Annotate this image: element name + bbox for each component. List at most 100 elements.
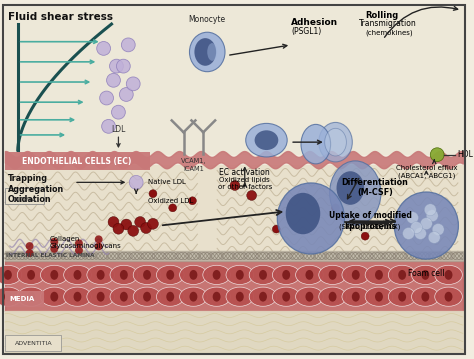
Ellipse shape (4, 270, 12, 280)
Circle shape (147, 218, 158, 229)
Ellipse shape (305, 292, 313, 302)
Ellipse shape (282, 292, 290, 302)
Ellipse shape (352, 292, 360, 302)
Text: Uptake of modified
lipoproteins: Uptake of modified lipoproteins (328, 211, 411, 231)
Circle shape (111, 105, 125, 119)
Ellipse shape (259, 292, 267, 302)
Circle shape (75, 246, 83, 254)
Ellipse shape (282, 270, 290, 280)
Ellipse shape (375, 270, 383, 280)
Text: (PSGL1): (PSGL1) (291, 27, 321, 36)
Ellipse shape (120, 292, 128, 302)
Text: Trapping
Aggregation
Oxidation: Trapping Aggregation Oxidation (8, 174, 64, 204)
Circle shape (141, 223, 152, 233)
Ellipse shape (156, 287, 184, 306)
Ellipse shape (190, 32, 225, 72)
Ellipse shape (249, 265, 277, 284)
Text: EC activation: EC activation (219, 168, 270, 177)
Circle shape (50, 238, 58, 246)
Ellipse shape (411, 287, 439, 306)
Circle shape (332, 204, 339, 212)
Ellipse shape (325, 128, 346, 156)
Ellipse shape (319, 287, 346, 306)
Ellipse shape (203, 287, 230, 306)
FancyBboxPatch shape (5, 335, 61, 351)
Circle shape (95, 242, 103, 250)
Circle shape (430, 148, 444, 162)
Ellipse shape (277, 183, 345, 254)
Text: INTERNAL ELASTIC LAMINA: INTERNAL ELASTIC LAMINA (6, 253, 94, 258)
Ellipse shape (64, 265, 91, 284)
Ellipse shape (365, 287, 393, 306)
Ellipse shape (398, 270, 406, 280)
Ellipse shape (166, 270, 174, 280)
Text: HDL: HDL (457, 150, 473, 159)
Text: (chemokines): (chemokines) (365, 29, 413, 36)
Ellipse shape (27, 270, 35, 280)
Ellipse shape (296, 265, 323, 284)
Circle shape (108, 216, 119, 228)
Circle shape (273, 225, 280, 233)
Ellipse shape (388, 287, 416, 306)
Circle shape (100, 91, 113, 105)
Text: INTIMA: INTIMA (13, 197, 36, 203)
Circle shape (26, 249, 34, 257)
Ellipse shape (445, 270, 453, 280)
Circle shape (407, 212, 419, 224)
Circle shape (121, 38, 135, 52)
Ellipse shape (286, 193, 320, 234)
Text: ENDOTHELIAL CELLS (EC): ENDOTHELIAL CELLS (EC) (22, 157, 132, 166)
Circle shape (117, 59, 130, 73)
Ellipse shape (73, 292, 82, 302)
Text: Native LDL: Native LDL (148, 180, 186, 185)
Ellipse shape (194, 38, 216, 66)
Ellipse shape (342, 287, 370, 306)
Circle shape (414, 228, 426, 239)
Text: Monocyte: Monocyte (189, 15, 226, 24)
Ellipse shape (375, 292, 383, 302)
Ellipse shape (133, 287, 161, 306)
Text: Adhesion: Adhesion (291, 18, 338, 27)
Ellipse shape (133, 265, 161, 284)
Ellipse shape (120, 270, 128, 280)
Ellipse shape (328, 292, 337, 302)
Ellipse shape (411, 265, 439, 284)
Ellipse shape (203, 265, 230, 284)
Ellipse shape (166, 292, 174, 302)
Ellipse shape (246, 123, 287, 157)
Ellipse shape (64, 287, 91, 306)
Ellipse shape (365, 265, 393, 284)
Circle shape (247, 191, 256, 200)
Circle shape (361, 232, 369, 240)
Circle shape (189, 197, 196, 205)
FancyBboxPatch shape (5, 291, 45, 307)
Ellipse shape (435, 287, 462, 306)
Ellipse shape (435, 265, 462, 284)
Circle shape (424, 204, 436, 216)
Circle shape (119, 88, 133, 101)
Ellipse shape (190, 292, 197, 302)
Ellipse shape (110, 265, 137, 284)
Text: Fluid shear stress: Fluid shear stress (8, 12, 113, 22)
Circle shape (135, 216, 146, 228)
Circle shape (149, 190, 157, 197)
Circle shape (230, 181, 240, 191)
Text: Oxidized lipids
or other factors: Oxidized lipids or other factors (218, 177, 272, 190)
Circle shape (121, 219, 132, 230)
Ellipse shape (445, 292, 453, 302)
Ellipse shape (296, 287, 323, 306)
Ellipse shape (226, 287, 254, 306)
Ellipse shape (352, 270, 360, 280)
Ellipse shape (328, 270, 337, 280)
Ellipse shape (180, 287, 207, 306)
Text: (SRA1, CD36, LOX): (SRA1, CD36, LOX) (339, 224, 401, 230)
Ellipse shape (301, 124, 330, 164)
Ellipse shape (421, 270, 429, 280)
Text: Foam cell: Foam cell (408, 269, 445, 278)
Ellipse shape (337, 171, 364, 205)
Circle shape (107, 73, 120, 87)
Circle shape (410, 222, 422, 233)
Ellipse shape (4, 292, 12, 302)
Ellipse shape (226, 265, 254, 284)
Ellipse shape (273, 287, 300, 306)
